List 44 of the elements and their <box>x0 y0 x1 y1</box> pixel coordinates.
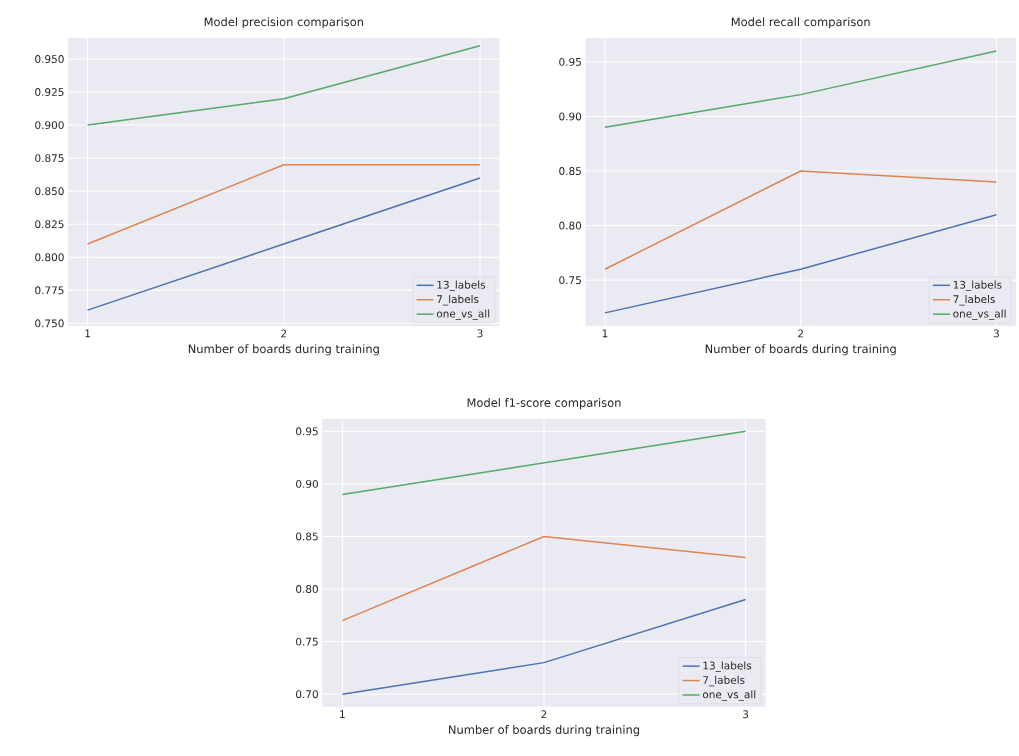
y-tick-label: 0.70 <box>296 690 318 699</box>
x-tick-label: 3 <box>743 710 749 719</box>
y-tick-label: 0.90 <box>559 112 582 121</box>
chart-title: Model f1-score comparison <box>467 398 621 410</box>
y-tick-label: 0.80 <box>559 221 582 230</box>
y-tick-label: 0.95 <box>559 58 581 67</box>
y-tick-label: 0.80 <box>296 585 318 594</box>
x-axis-title: Number of boards during training <box>449 725 640 737</box>
legend-label: 7_labels <box>953 295 995 306</box>
y-tick-label: 0.825 <box>35 220 64 229</box>
legend-label: one_vs_all <box>953 309 1006 321</box>
x-axis-title: Number of boards during training <box>705 344 896 356</box>
y-tick-label: 0.95 <box>296 427 318 436</box>
chart-title: Model recall comparison <box>731 17 870 29</box>
legend-label: 7_labels <box>437 295 479 306</box>
x-tick-label: 1 <box>85 329 90 338</box>
y-tick-label: 0.85 <box>559 167 581 176</box>
chart-title: Model precision comparison <box>204 17 364 29</box>
y-tick-label: 0.800 <box>35 253 64 262</box>
legend-label: one_vs_all <box>702 690 756 701</box>
x-tick-label: 2 <box>281 329 287 338</box>
y-tick-label: 0.950 <box>35 55 64 64</box>
y-tick-label: 0.90 <box>296 480 318 488</box>
legend-label: 13_labels <box>703 661 752 673</box>
x-tick-label: 1 <box>602 329 608 338</box>
y-tick-label: 0.900 <box>35 121 64 130</box>
y-tick-label: 0.750 <box>35 319 64 328</box>
legend-label: 13_labels <box>437 280 486 292</box>
legend-label: 13_labels <box>953 280 1002 292</box>
y-tick-label: 0.875 <box>35 154 64 163</box>
y-tick-label: 0.775 <box>35 286 64 295</box>
x-tick-label: 3 <box>477 329 483 338</box>
y-tick-label: 0.850 <box>35 187 64 196</box>
x-tick-label: 1 <box>340 710 345 719</box>
y-tick-label: 0.85 <box>296 532 318 541</box>
x-tick-label: 3 <box>993 329 999 338</box>
y-tick-label: 0.75 <box>559 276 581 285</box>
legend-label: one_vs_all <box>436 309 490 321</box>
x-tick-label: 2 <box>798 329 803 338</box>
y-tick-label: 0.925 <box>35 88 64 97</box>
legend-label: 7_labels <box>703 676 745 687</box>
x-axis-title: Number of boards during training <box>188 344 379 356</box>
x-tick-label: 2 <box>541 710 547 719</box>
y-tick-label: 0.75 <box>296 637 318 646</box>
